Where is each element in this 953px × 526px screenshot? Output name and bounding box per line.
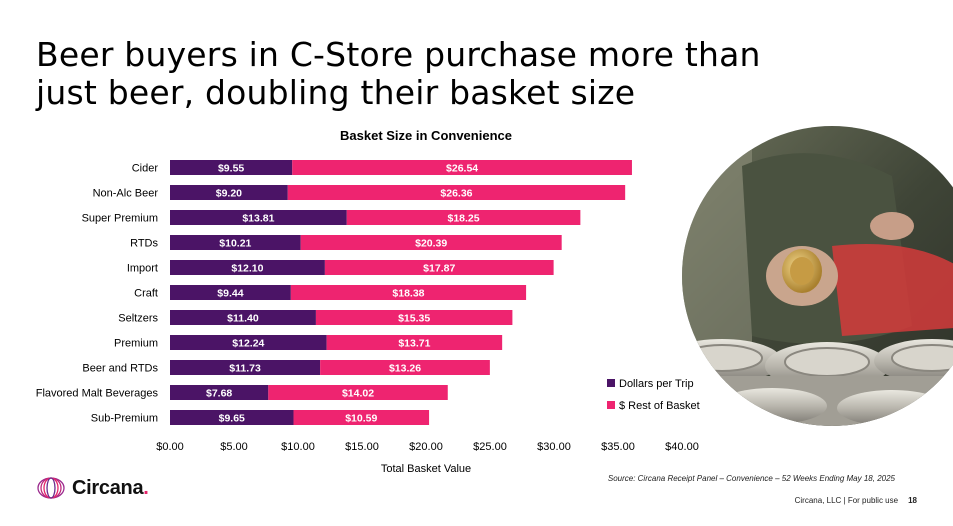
bar-dollars-per-trip xyxy=(170,310,316,325)
category-label: Sub-Premium xyxy=(91,413,158,425)
logo-dot: . xyxy=(143,476,149,499)
data-label: $13.81 xyxy=(242,213,274,225)
data-label: $11.73 xyxy=(229,363,261,375)
category-label: Beer and RTDs xyxy=(82,363,158,375)
bar-rest-of-basket xyxy=(324,260,554,275)
data-label: $12.10 xyxy=(231,263,263,275)
slide-title: Beer buyers in C-Store purchase more tha… xyxy=(36,35,761,112)
category-label: RTDs xyxy=(130,238,158,250)
footer: Circana, LLC | For public use 18 xyxy=(795,496,917,505)
x-tick-label: $15.00 xyxy=(345,441,379,453)
category-label: Craft xyxy=(134,288,158,300)
data-label: $9.44 xyxy=(217,288,243,300)
bar-rest-of-basket xyxy=(292,160,632,175)
x-tick-label: $35.00 xyxy=(601,441,635,453)
bar-dollars-per-trip xyxy=(170,260,325,275)
x-tick-label: $30.00 xyxy=(537,441,571,453)
data-label: $18.25 xyxy=(448,213,480,225)
bar-rest-of-basket xyxy=(326,335,503,350)
category-label: Premium xyxy=(114,338,158,350)
bar-rest-of-basket xyxy=(300,235,562,250)
bar-rest-of-basket xyxy=(268,385,448,400)
x-tick-label: $5.00 xyxy=(220,441,248,453)
bar-dollars-per-trip xyxy=(170,235,301,250)
bar-dollars-per-trip xyxy=(170,210,347,225)
data-label: $9.65 xyxy=(219,413,245,425)
bar-rest-of-basket xyxy=(315,310,513,325)
logo-wordmark: Circana xyxy=(72,476,144,499)
bar-dollars-per-trip xyxy=(170,385,269,400)
data-label: $7.68 xyxy=(206,388,232,400)
category-label: Non-Alc Beer xyxy=(93,188,159,200)
page-number: 18 xyxy=(908,496,917,505)
data-label: $20.39 xyxy=(415,238,447,250)
data-label: $17.87 xyxy=(423,263,455,275)
bar-dollars-per-trip xyxy=(170,185,288,200)
legend-label: Dollars per Trip xyxy=(619,378,694,390)
data-label: $14.02 xyxy=(342,388,374,400)
bar-dollars-per-trip xyxy=(170,360,321,375)
legend-label: $ Rest of Basket xyxy=(619,400,700,412)
x-tick-label: $10.00 xyxy=(281,441,315,453)
bar-rest-of-basket xyxy=(293,410,430,425)
basket-size-chart: Cider $9.55 $26.54 Non-Alc Beer $9.20 $26.36 S… xyxy=(36,160,700,475)
x-tick-label: $25.00 xyxy=(473,441,507,453)
footer-text: Circana, LLC | For public use xyxy=(794,496,899,505)
data-label: $13.26 xyxy=(389,363,421,375)
bar-dollars-per-trip xyxy=(170,160,293,175)
data-label: $10.59 xyxy=(345,413,377,425)
category-label: Cider xyxy=(132,163,159,175)
chart-title: Basket Size in Convenience xyxy=(340,128,512,143)
bar-dollars-per-trip xyxy=(170,335,327,350)
data-label: $12.24 xyxy=(232,338,264,350)
data-label: $15.35 xyxy=(398,313,430,325)
data-label: $18.38 xyxy=(392,288,424,300)
legend-swatch xyxy=(607,379,615,387)
x-tick-label: $0.00 xyxy=(156,441,184,453)
bar-dollars-per-trip xyxy=(170,410,294,425)
data-label: $26.54 xyxy=(446,163,478,175)
circana-rings-icon xyxy=(37,477,65,499)
category-label: Super Premium xyxy=(82,213,158,225)
data-label: $10.21 xyxy=(219,238,251,250)
data-label: $9.55 xyxy=(218,163,244,175)
bar-rest-of-basket xyxy=(290,285,527,300)
x-axis-label: Total Basket Value xyxy=(381,463,471,475)
data-label: $13.71 xyxy=(398,338,430,350)
bar-rest-of-basket xyxy=(287,185,626,200)
category-label: Seltzers xyxy=(118,313,158,325)
circana-logo: Circana. xyxy=(36,476,149,500)
source-note: Source: Circana Receipt Panel – Convenie… xyxy=(607,474,895,483)
category-label: Import xyxy=(127,263,158,275)
data-label: $11.40 xyxy=(227,313,259,325)
bar-dollars-per-trip xyxy=(170,285,291,300)
x-tick-label: $20.00 xyxy=(409,441,443,453)
data-label: $9.20 xyxy=(216,188,242,200)
bar-rest-of-basket xyxy=(346,210,581,225)
data-label: $26.36 xyxy=(440,188,472,200)
legend-swatch xyxy=(607,401,615,409)
bar-rest-of-basket xyxy=(320,360,490,375)
x-tick-label: $40.00 xyxy=(665,441,699,453)
beer-cans-photo xyxy=(682,126,953,426)
category-label: Flavored Malt Beverages xyxy=(36,388,159,400)
